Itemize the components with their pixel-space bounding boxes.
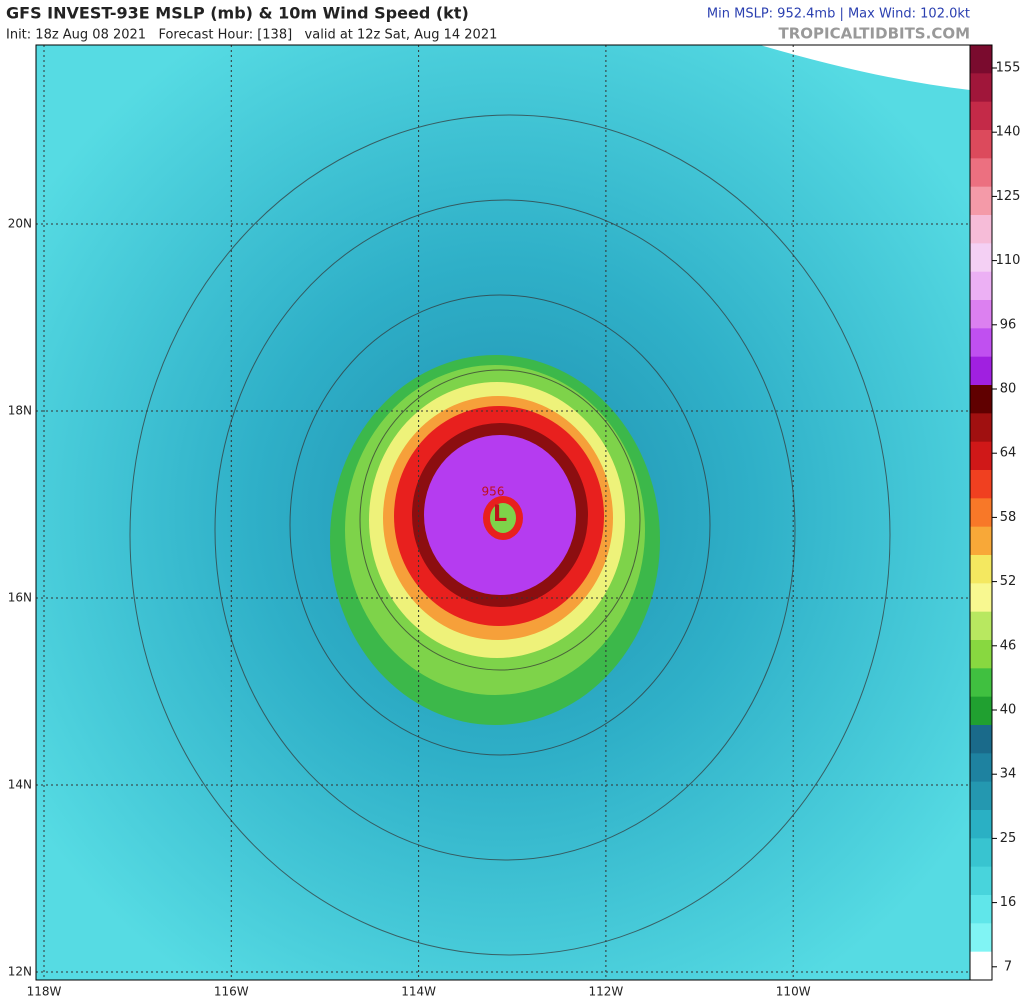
- lat-label: 14N: [8, 778, 32, 792]
- colorbar-swatch: [970, 186, 992, 216]
- lon-label: 112W: [589, 985, 624, 999]
- colorbar-swatch: [970, 101, 992, 131]
- colorbar-frame: [969, 44, 993, 981]
- lat-label: 20N: [8, 217, 32, 231]
- colorbar-label: 140: [996, 125, 1021, 140]
- eye: [490, 503, 516, 533]
- colorbar-label: 58: [1000, 510, 1017, 525]
- colorbar-swatch: [970, 385, 992, 414]
- colorbar-label: 110: [996, 253, 1021, 268]
- axis-labels: 20N 18N 16N 14N 12N 118W 116W 114W 112W 110W: [8, 217, 811, 999]
- colorbar-swatch: [970, 696, 992, 726]
- colorbar-swatch: [970, 753, 992, 783]
- lon-label: 116W: [214, 985, 249, 999]
- colorbar-label: 125: [996, 189, 1021, 204]
- colorbar-swatch: [970, 45, 992, 74]
- colorbar-swatch: [970, 215, 992, 244]
- colorbar-label: 25: [1000, 831, 1017, 846]
- colorbar-swatch: [970, 866, 992, 896]
- colorbar-label: 155: [996, 61, 1021, 76]
- colorbar-swatch: [970, 725, 992, 754]
- map: [36, 45, 970, 980]
- title: GFS INVEST-93E MSLP (mb) & 10m Wind Spee…: [6, 4, 469, 23]
- lat-label: 16N: [8, 591, 32, 605]
- colorbar-swatch: [970, 356, 992, 386]
- lat-label: 18N: [8, 404, 32, 418]
- colorbar-swatch: [970, 243, 992, 273]
- colorbar-swatch: [970, 441, 992, 471]
- colorbar-swatch: [970, 328, 992, 358]
- colorbar-label: 16: [1000, 895, 1017, 910]
- colorbar-swatch: [970, 583, 992, 613]
- low-symbol: L: [493, 502, 507, 527]
- colorbar-swatch: [970, 498, 992, 528]
- site: TROPICALTIDBITS.COM: [779, 25, 971, 43]
- colorbar-label: 7: [1004, 959, 1012, 974]
- colorbar-swatch: [970, 923, 992, 953]
- lon-label: 110W: [776, 985, 811, 999]
- colorbar-swatch: [970, 668, 992, 698]
- lon-label: 114W: [401, 985, 436, 999]
- lat-label: 12N: [8, 965, 32, 979]
- colorbar-label: 40: [1000, 703, 1017, 718]
- colorbar-swatch: [970, 810, 992, 839]
- land: [760, 45, 970, 90]
- colorbar-swatch: [970, 781, 992, 811]
- colorbar-label: 46: [1000, 638, 1017, 653]
- colorbar-swatch: [970, 526, 992, 556]
- isobars: [129, 114, 891, 956]
- colorbar-label: 96: [1000, 317, 1017, 332]
- colorbar-swatch: [970, 838, 992, 868]
- colorbar: 155 140 125 110 96 80 64 58 52 46 40 34 25 16 7: [969, 44, 1021, 981]
- stats: Min MSLP: 952.4mb | Max Wind: 102.0kt: [707, 7, 970, 22]
- subtitle: Init: 18z Aug 08 2021 Forecast Hour: [13…: [6, 28, 497, 43]
- colorbar-swatch: [970, 130, 992, 159]
- colorbar-swatch: [970, 555, 992, 584]
- colorbar-swatch: [970, 895, 992, 924]
- colorbar-swatch: [970, 73, 992, 103]
- lon-label: 118W: [27, 985, 62, 999]
- colorbar-label: 34: [1000, 767, 1017, 782]
- colorbar-swatch: [970, 413, 992, 443]
- colorbar-label: 80: [1000, 382, 1017, 397]
- colorbar-swatch: [970, 951, 992, 981]
- colorbar-label: 52: [1000, 574, 1017, 589]
- graticule: [36, 45, 970, 980]
- colorbar-swatch: [970, 300, 992, 329]
- colorbar-swatch: [970, 158, 992, 188]
- colorbar-swatch: [970, 470, 992, 499]
- colorbar-swatch: [970, 611, 992, 641]
- low-pressure: 956: [482, 485, 505, 499]
- colorbar-label: 64: [1000, 446, 1017, 461]
- colorbar-swatch: [970, 271, 992, 301]
- colorbar-swatch: [970, 640, 992, 669]
